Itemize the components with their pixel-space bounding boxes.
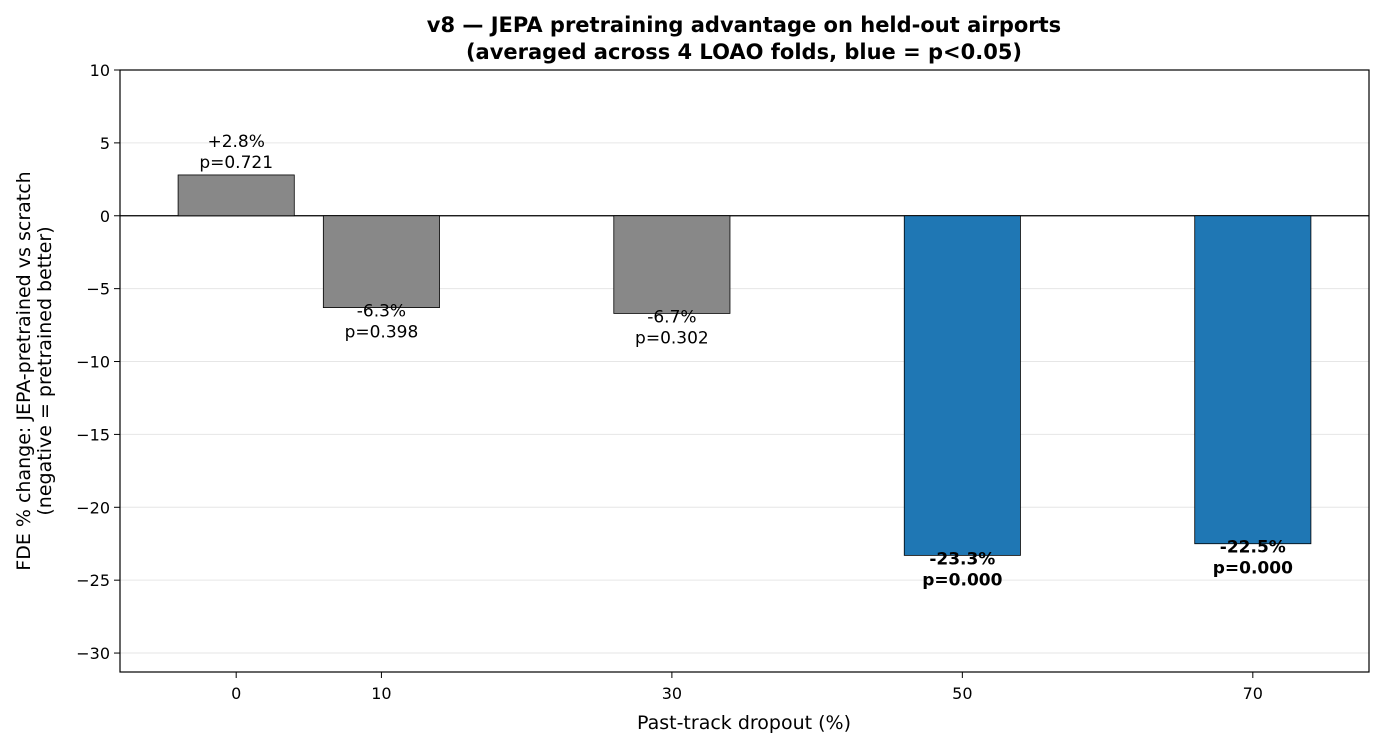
bar-value-label: -22.5%	[1220, 538, 1286, 558]
bar-labels: +2.8%p=0.721 -6.3%p=0.398 -6.7%p=0.302 -23.…	[199, 132, 1293, 590]
y-axis-label: FDE % change: JEPA-pretrained vs scratch…	[13, 171, 56, 570]
bar-30	[613, 215, 731, 314]
chart-title-line1: v8 — JEPA pretraining advantage on held-…	[427, 13, 1061, 37]
chart-title-line2: (averaged across 4 LOAO folds, blue = p<…	[466, 40, 1022, 64]
x-axis-label: Past-track dropout (%)	[637, 712, 851, 734]
y-axis-label-line1: FDE % change: JEPA-pretrained vs scratch	[13, 171, 35, 570]
bar-50	[903, 215, 1021, 556]
y-tick-label: −15	[76, 425, 110, 444]
bar-value-label: -6.3%	[357, 302, 406, 322]
grid-lines	[120, 69, 1369, 654]
bar-0	[177, 174, 295, 217]
y-tick-label: −30	[76, 644, 110, 663]
bar-value-label: -23.3%	[929, 549, 995, 569]
bar-value-label: -6.7%	[647, 307, 696, 327]
x-tick-label: 50	[952, 684, 972, 703]
bar-p-label: p=0.721	[199, 153, 273, 173]
y-tick-label: −25	[76, 571, 110, 590]
x-axis-ticks: 0 10 30 50 70	[231, 672, 1263, 703]
x-tick-label: 70	[1243, 684, 1263, 703]
bar-70	[1194, 215, 1312, 545]
y-tick-label: 5	[100, 134, 110, 153]
y-axis-ticks: 10 5 0 −5 −10 −15 −20 −25 −30	[76, 61, 120, 663]
plot-frame	[119, 69, 1370, 673]
bar-p-label: p=0.398	[345, 323, 419, 343]
y-tick-label: 10	[90, 61, 110, 80]
y-axis-label-line2: (negative = pretrained better)	[34, 226, 56, 515]
y-tick-label: 0	[100, 207, 110, 226]
bar-value-label: +2.8%	[207, 132, 264, 152]
x-tick-label: 30	[662, 684, 682, 703]
y-tick-label: −10	[76, 353, 110, 372]
y-tick-label: −5	[86, 280, 110, 299]
bar-10	[322, 215, 440, 308]
y-tick-label: −20	[76, 498, 110, 517]
x-tick-label: 0	[231, 684, 241, 703]
bar-p-label: p=0.302	[635, 328, 709, 348]
x-tick-label: 10	[371, 684, 391, 703]
bar-p-label: p=0.000	[1213, 559, 1293, 579]
bars	[177, 174, 1312, 556]
bar-p-label: p=0.000	[922, 570, 1002, 590]
